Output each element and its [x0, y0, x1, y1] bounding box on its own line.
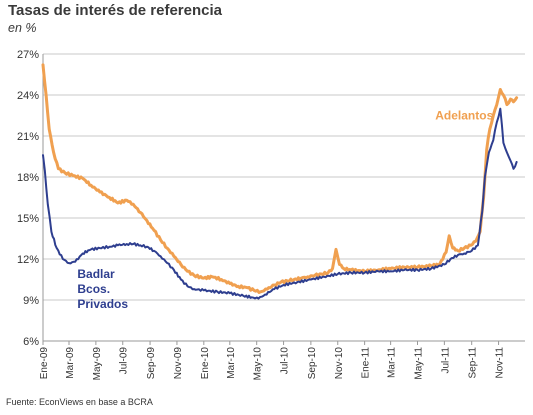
badlar-line — [42, 107, 518, 300]
y-tick-label: 12% — [17, 254, 39, 266]
x-tick-label: Mar-11 — [387, 347, 398, 378]
x-tick-label: May-09 — [92, 347, 103, 381]
chart-subtitle: en % — [8, 21, 37, 35]
source-note: Fuente: EconViews en base a BCRA — [6, 397, 153, 407]
adelantos-label: Adelantos — [435, 109, 493, 123]
x-tick-label: Mar-10 — [226, 347, 237, 379]
adelantos-line — [41, 63, 519, 294]
x-tick-label: Nov-10 — [334, 347, 345, 380]
y-tick-label: 24% — [17, 90, 39, 102]
y-tick-label: 9% — [23, 295, 39, 307]
y-tick-label: 21% — [17, 131, 39, 143]
x-tick-label: Sep-09 — [146, 347, 157, 380]
x-tick-label: Jul-09 — [119, 347, 130, 375]
x-tick-label: May-11 — [413, 347, 424, 380]
x-tick-label: Ene-10 — [200, 347, 211, 380]
y-tick-label: 6% — [23, 336, 39, 348]
x-tick-label: Sep-11 — [468, 347, 479, 379]
x-tick-label: Jul-11 — [440, 347, 451, 374]
x-tick-label: Ene-09 — [39, 347, 50, 380]
badlar-label: Badlar Bcos. Privados — [77, 267, 128, 311]
x-tick-label: Jul-10 — [280, 347, 291, 375]
chart-title: Tasas de interés de referencia — [8, 2, 222, 19]
series-label-line: Bcos. — [77, 282, 110, 296]
x-tick-label: Nov-09 — [173, 347, 184, 380]
series-label-line: Adelantos — [435, 109, 493, 123]
x-tick-label: May-10 — [253, 347, 264, 381]
y-tick-label: 27% — [17, 49, 39, 61]
x-axis-ticks: Ene-09 Mar-09 May-09 Jul-09 Sep-09 Nov-09 Ene-… — [39, 341, 506, 380]
y-axis-ticks: 6% 9% 12% 15% 18% 21% 24% 27% — [17, 49, 39, 348]
series-label-line: Badlar — [77, 267, 115, 281]
y-tick-label: 15% — [17, 213, 39, 225]
x-tick-label: Sep-10 — [307, 347, 318, 380]
x-tick-label: Mar-09 — [65, 347, 76, 379]
y-tick-label: 18% — [17, 172, 39, 184]
x-tick-label: Nov-11 — [495, 347, 506, 379]
series-label-line: Privados — [77, 297, 128, 311]
series-labels: Adelantos Badlar Bcos. Privados — [77, 109, 493, 312]
x-tick-label: Ene-11 — [361, 347, 372, 379]
series-lines — [41, 63, 519, 300]
